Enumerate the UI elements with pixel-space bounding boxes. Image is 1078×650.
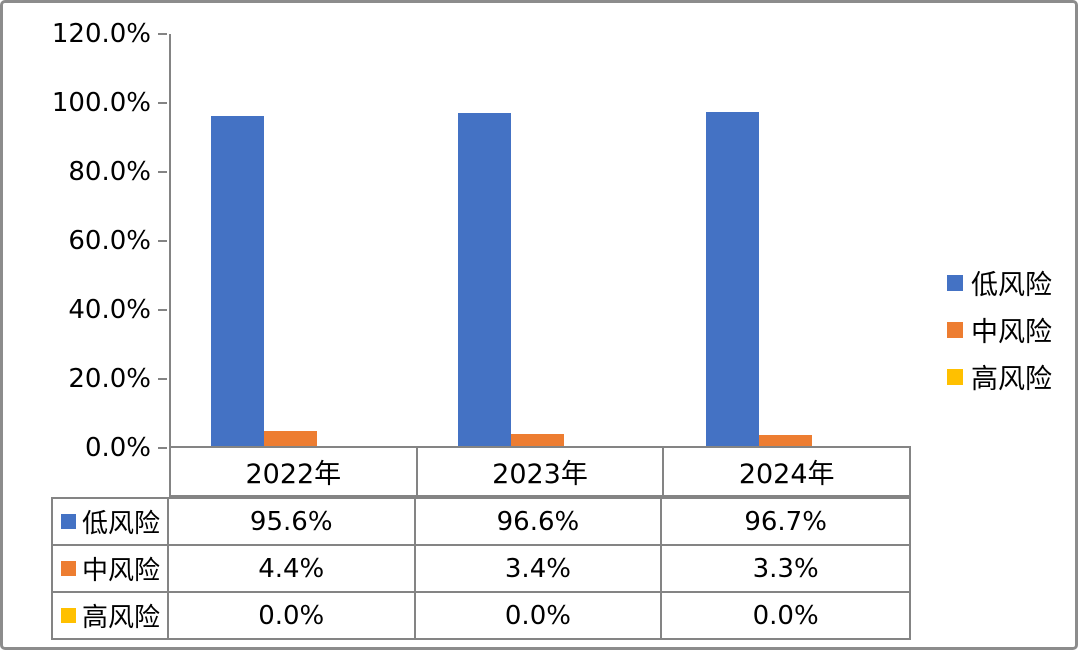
bar-low-risk-2023 [458, 113, 511, 446]
y-axis-tick-mark [158, 33, 167, 35]
plot-area [169, 34, 911, 448]
category-label-2023: 2023年 [418, 448, 665, 495]
series-name: 中风险 [82, 556, 161, 586]
table-value-cell: 96.7% [744, 506, 827, 537]
y-axis-tick-mark [158, 240, 167, 242]
series-name: 高风险 [82, 603, 161, 633]
table-value-cell: 0.0% [752, 600, 819, 631]
table-value-cell: 96.6% [416, 499, 663, 544]
series-swatch-icon [61, 514, 76, 529]
series-swatch-icon [61, 608, 76, 623]
y-axis-tick-mark [158, 378, 167, 380]
y-axis-tick-mark [158, 102, 167, 104]
y-axis-tick-mark [158, 447, 167, 449]
y-axis-tick-mark [158, 309, 167, 311]
y-axis-tick-label: 80.0% [68, 157, 151, 187]
table-row-low-risk: 低风险 95.6% 96.6% 96.7% [53, 499, 909, 546]
y-axis-tick-label: 60.0% [68, 226, 151, 256]
table-value-cell: 0.0% [416, 593, 663, 638]
table-series-name-cell: 中风险 [53, 546, 169, 591]
series-swatch-icon [61, 561, 76, 576]
bar-low-risk-2022 [211, 116, 264, 446]
legend-marker-icon [947, 274, 963, 291]
legend-label: 高风险 [971, 364, 1052, 395]
table-row-high-risk: 高风险 0.0% 0.0% 0.0% [53, 593, 909, 638]
table-row-mid-risk: 中风险 4.4% 3.4% 3.3% [53, 546, 909, 593]
legend-item-high-risk: 高风险 [947, 353, 1052, 400]
legend-item-low-risk: 低风险 [947, 259, 1052, 306]
y-axis-tick-label: 120.0% [51, 19, 151, 49]
table-value-cell: 95.6% [169, 499, 416, 544]
legend-marker-icon [947, 321, 963, 338]
legend-marker-icon [947, 368, 963, 385]
bar-mid-risk-2024 [759, 435, 812, 446]
bar-low-risk-2024 [706, 112, 759, 446]
category-label-2024: 2024年 [738, 459, 835, 490]
bar-mid-risk-2023 [511, 434, 564, 446]
table-value-cell: 3.4% [416, 546, 663, 591]
y-axis-tick-label: 0.0% [84, 433, 151, 463]
y-axis-tick-label: 40.0% [68, 295, 151, 325]
table-series-name-cell: 低风险 [53, 499, 169, 544]
y-axis-tick-label: 100.0% [51, 88, 151, 118]
y-axis-tick-mark [158, 171, 167, 173]
chart-data-table: 低风险 95.6% 96.6% 96.7% 中风险 4.4% 3.4% 3.3% 高风险 0.0%… [51, 497, 911, 640]
legend-label: 中风险 [971, 317, 1052, 348]
table-value-cell: 0.0% [169, 593, 416, 638]
table-value-cell: 3.3% [752, 553, 819, 584]
category-label-2022: 2022年 [171, 448, 418, 495]
table-value-cell: 4.4% [169, 546, 416, 591]
legend-item-mid-risk: 中风险 [947, 306, 1052, 353]
chart-legend: 低风险 中风险 高风险 [947, 259, 1052, 400]
bar-mid-risk-2022 [264, 431, 317, 446]
legend-label: 低风险 [971, 270, 1052, 301]
x-axis-category-row: 2022年 2023年 2024年 [169, 448, 911, 497]
series-name: 低风险 [82, 509, 161, 539]
y-axis-tick-label: 20.0% [68, 364, 151, 394]
table-series-name-cell: 高风险 [53, 593, 169, 638]
